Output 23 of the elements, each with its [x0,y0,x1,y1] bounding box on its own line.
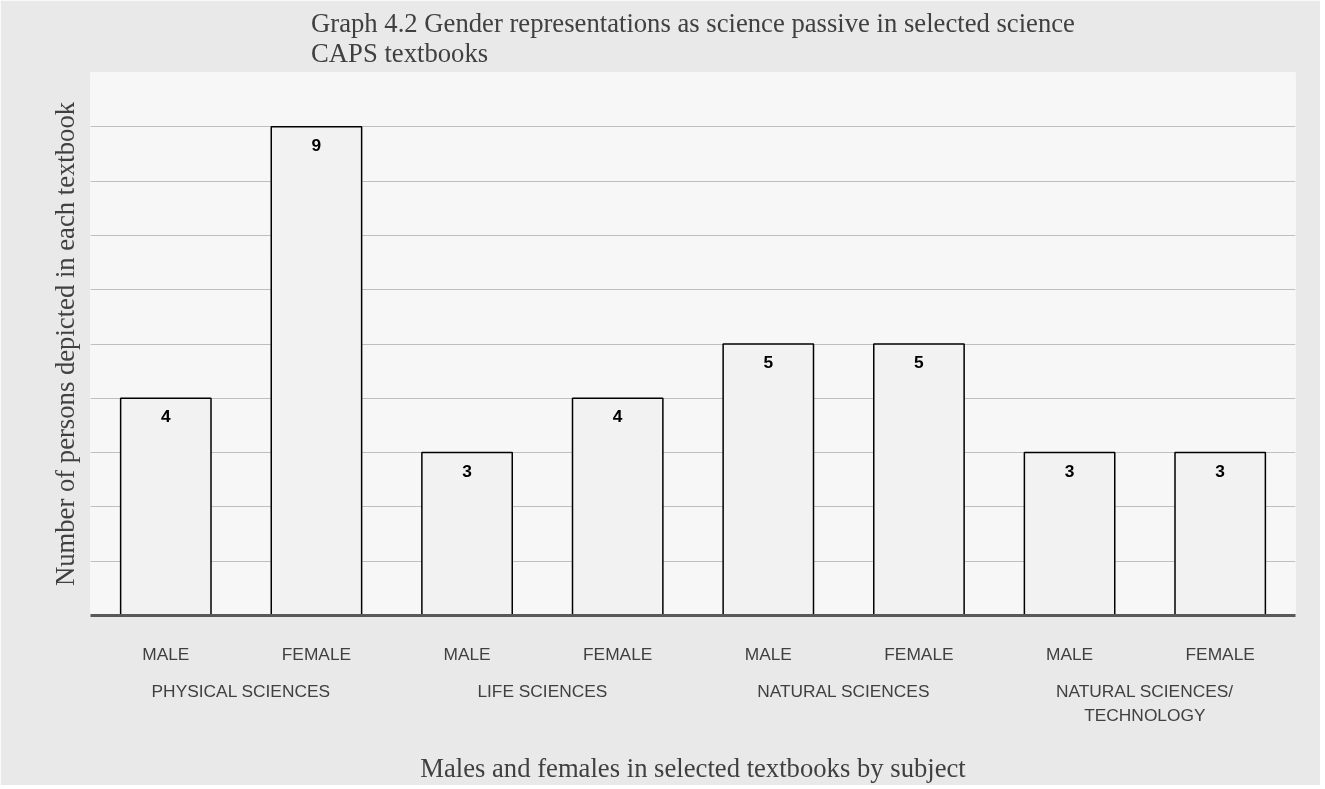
x-tick-label: FEMALE [583,643,653,664]
data-label: 4 [612,406,623,427]
x-tick-label: MALE [744,643,792,664]
text: PHYSICAL SCIENCES [151,680,331,701]
data-label: 3 [1215,460,1226,481]
x-axis-title: Males and females in selected textbooks by subject [420,752,967,783]
data-label: 3 [462,460,473,481]
x-tick-label: FEMALE [1185,643,1255,664]
data-label: 3 [1064,460,1075,481]
y-axis-title: Number of persons depicted in each textbook [49,101,80,587]
data-label: 9 [311,134,322,155]
x-tick-label: FEMALE [884,643,954,664]
data-label: 4 [160,406,171,427]
data-label: 5 [914,352,925,372]
x-tick-label: MALE [443,643,491,664]
text: NATURAL SCIENCES [757,680,930,701]
text: LIFE SCIENCES [477,680,608,701]
data-label: 5 [763,352,774,372]
x-tick-label: MALE [1045,643,1094,664]
x-tick-label: MALE [142,643,190,664]
text: NATURAL SCIENCES/ TECHNOLOGY [1055,680,1234,725]
x-tick-label: FEMALE [281,643,352,664]
chart-title: Graph 4.2 Gender representations as science passive in selected science CAPS textbooks [311,7,1075,68]
